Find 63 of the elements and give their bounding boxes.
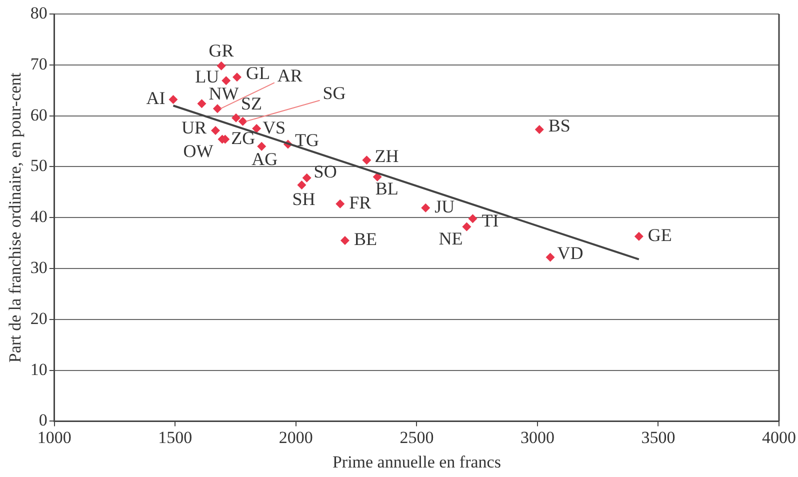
point [336,199,345,208]
y-tick-label: 70 [30,54,48,74]
annotation: TG [294,130,319,150]
point [252,124,262,134]
point [546,252,555,262]
annotation: FR [349,192,372,213]
point [232,72,242,82]
x-tick-label: 1500 [158,428,192,447]
annotation: GL [246,62,270,83]
point [340,236,350,246]
point [468,214,478,224]
annotation: VD [557,243,584,264]
x-tick-label: 2500 [400,428,434,447]
y-tick-label: 0 [38,410,48,430]
annotation: OW [183,140,214,161]
point [534,125,544,134]
annotation: BL [375,178,398,199]
annotation: AI [146,88,166,108]
y-tick-label: 40 [30,207,48,226]
annotation: ZG [231,128,256,148]
y-tick-label: 20 [30,308,48,328]
point [257,142,266,151]
y-tick-label: 80 [30,3,48,22]
annotation: AG [252,149,278,170]
point [197,99,206,108]
x-tick-label: 2000 [278,428,313,447]
annotation: GE [648,225,672,246]
point [462,222,472,232]
point [302,173,312,182]
point [238,116,248,126]
point [211,126,220,136]
point [216,61,226,70]
annotation: VS [262,117,286,138]
x-tick-label: 3500 [641,428,676,447]
annotation: NE [438,228,463,248]
annotation: JU [434,196,455,217]
annotation: BE [354,229,377,250]
point [232,113,241,122]
y-tick-label: 50 [30,156,48,176]
annotation: ZH [374,146,399,166]
y-axis-title: Part de la franchise ordinaire, en pour-cent [6,72,25,363]
annotation: SO [314,162,337,182]
x-tick-label: 4000 [762,428,796,447]
point [212,104,222,114]
x-tick-label: 3000 [520,428,554,447]
point [362,156,372,165]
y-tick-label: 10 [30,360,48,379]
point [421,203,430,212]
point [297,180,306,190]
annotation: AR [277,65,302,86]
point [634,232,644,241]
annotation: SG [322,83,346,104]
x-tick-label: 1000 [37,428,72,447]
annotation: BS [548,115,570,136]
annotation: SH [292,188,316,209]
point [222,76,231,86]
y-tick-label: 60 [30,105,48,124]
y-tick-label: 30 [30,258,48,277]
point [168,95,178,104]
annotation: SZ [241,94,262,114]
x-axis-title: Prime annuelle en francs [332,452,501,472]
annotation: GR [208,40,234,61]
annotation: UR [181,117,207,138]
